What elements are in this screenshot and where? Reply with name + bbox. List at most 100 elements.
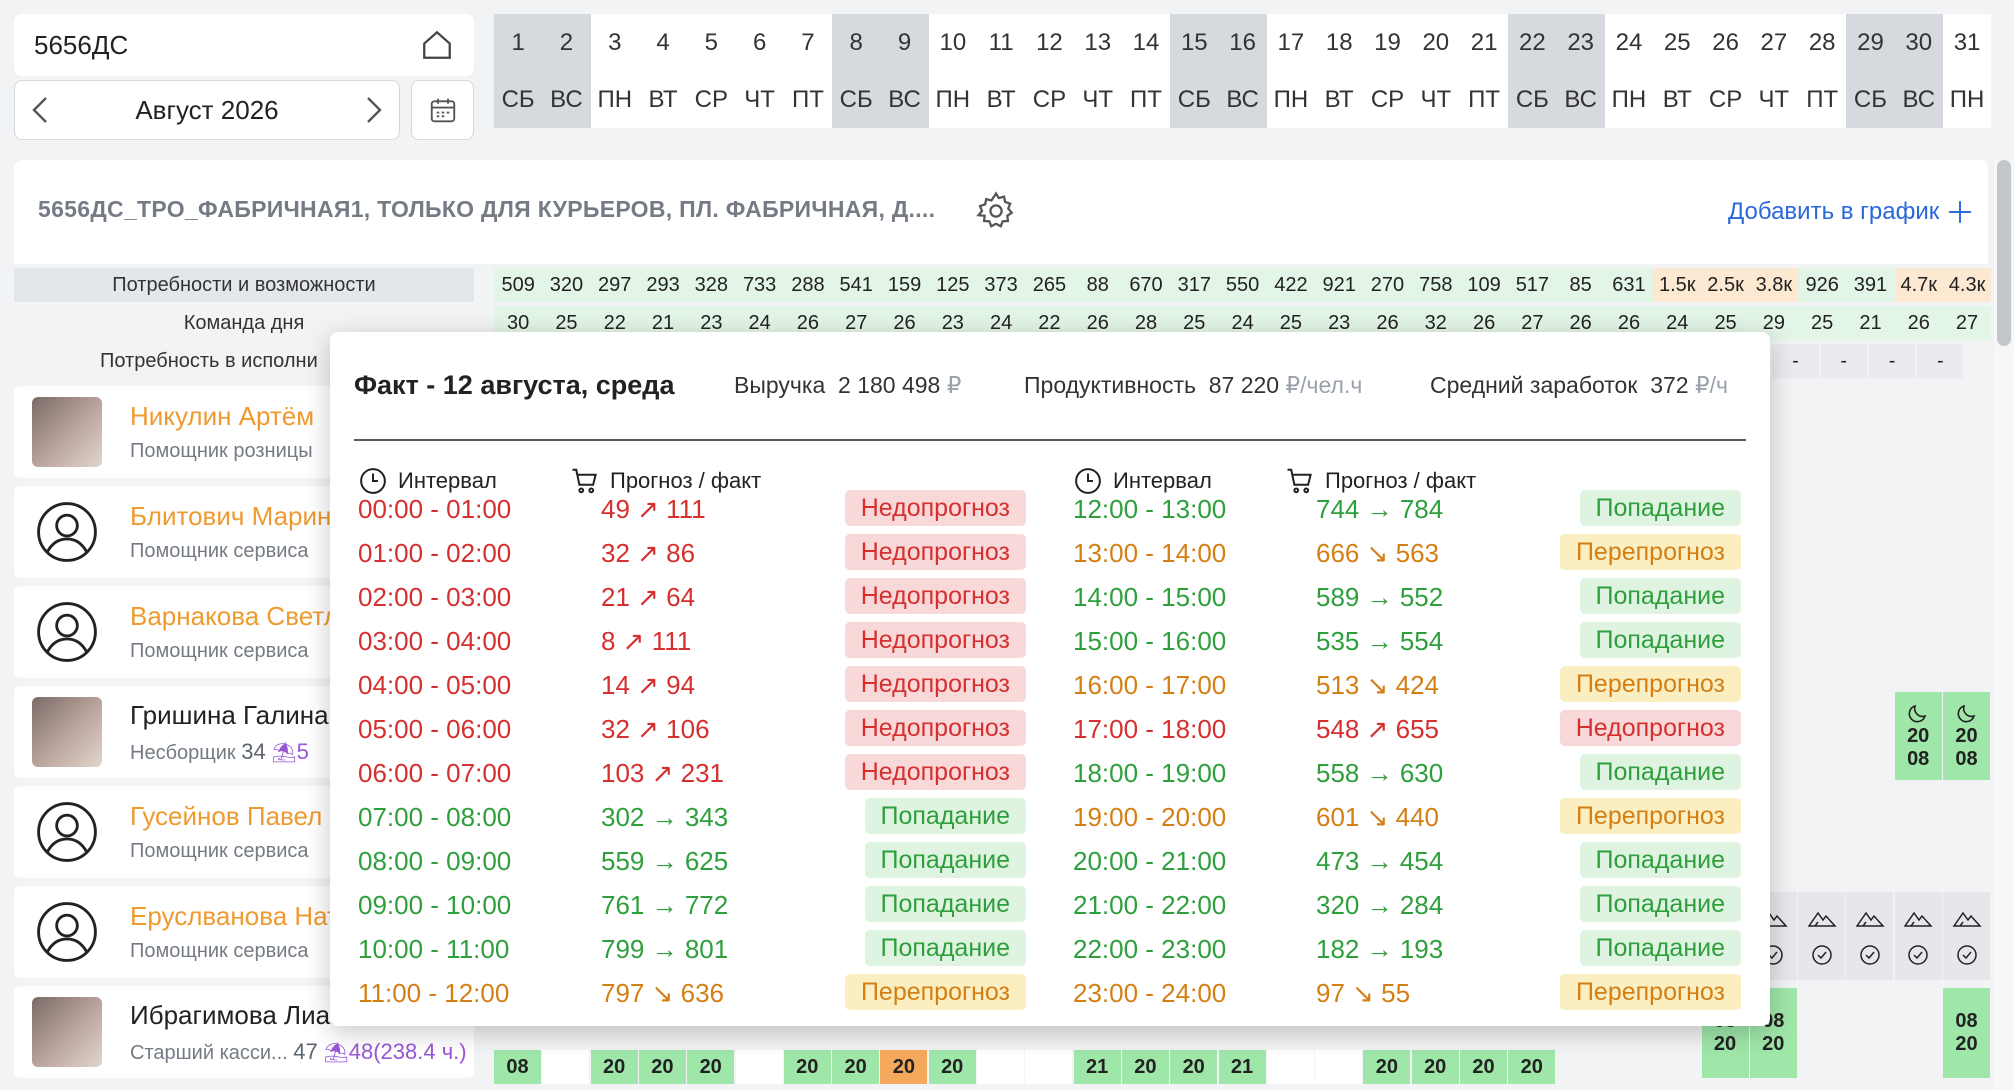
day-column-header[interactable]: 8 СБ xyxy=(832,14,881,128)
day-column-header[interactable]: 10 ПН xyxy=(928,14,977,128)
shift-cell[interactable] xyxy=(977,1050,1024,1084)
scrollbar-track[interactable] xyxy=(1994,160,2014,1090)
day-column-header[interactable]: 9 ВС xyxy=(880,14,929,128)
day-column-header[interactable]: 3 ПН xyxy=(590,14,639,128)
left-forecast-header: Прогноз / факт xyxy=(570,466,761,496)
scrollbar-thumb[interactable] xyxy=(1997,160,2011,346)
day-column-header[interactable]: 22 СБ xyxy=(1508,14,1557,128)
shift-cell[interactable]: 20 xyxy=(638,1050,686,1084)
status-badge: Недопрогноз xyxy=(844,534,1026,570)
day-number: 8 xyxy=(849,29,863,56)
day-weekday: ВТ xyxy=(648,86,678,113)
day-weekday: ВТ xyxy=(986,86,1016,113)
vacation-cell[interactable] xyxy=(1798,892,1846,980)
interval-time: 08:00 - 09:00 xyxy=(358,846,512,876)
day-column-header[interactable]: 20 ЧТ xyxy=(1411,14,1460,128)
shift-hour: 20 xyxy=(892,1055,916,1078)
day-column-header[interactable]: 12 СР xyxy=(1025,14,1074,128)
shift-cell[interactable]: 20 xyxy=(1170,1050,1218,1084)
day-column-header[interactable]: 28 ПТ xyxy=(1798,14,1847,128)
status-badge: Попадание xyxy=(864,886,1026,922)
shift-cell[interactable] xyxy=(735,1050,783,1084)
employee-name: Еруслванова Ната xyxy=(130,901,354,931)
mountain-icon xyxy=(1807,911,1837,927)
day-column-header[interactable]: 23 ВС xyxy=(1556,14,1605,128)
executors-value: - xyxy=(1917,344,1966,378)
chevron-right-icon[interactable] xyxy=(363,95,385,125)
gear-icon[interactable] xyxy=(975,190,1017,232)
night-shift-cell[interactable]: 20 08 xyxy=(1943,692,1990,780)
shift-cell[interactable]: 08 xyxy=(494,1050,541,1084)
day-number: 17 xyxy=(1277,29,1305,56)
vacation-cell[interactable] xyxy=(1846,892,1894,980)
day-weekday: СБ xyxy=(1515,86,1549,113)
day-column-header[interactable]: 18 ВТ xyxy=(1315,14,1364,128)
day-weekday: ПН xyxy=(1273,86,1309,113)
day-column-header[interactable]: 11 ВТ xyxy=(976,14,1026,128)
calendar-button[interactable] xyxy=(411,80,474,140)
day-number: 22 xyxy=(1519,29,1546,56)
day-column-header[interactable]: 4 ВТ xyxy=(638,14,688,128)
employee-role-line: Помощник розницы xyxy=(130,440,314,463)
day-column-header[interactable]: 5 СР xyxy=(687,14,736,128)
shift-cell[interactable] xyxy=(1266,1050,1314,1084)
day-number: 7 xyxy=(801,29,815,56)
day-column-header[interactable]: 6 ЧТ xyxy=(735,14,784,128)
day-column-header[interactable]: 30 ВС xyxy=(1894,14,1943,128)
day-column-header[interactable]: 29 СБ xyxy=(1846,14,1895,128)
shift-cell[interactable]: 20 xyxy=(1411,1050,1459,1084)
shift-cell[interactable] xyxy=(542,1050,590,1084)
shift-hour: 21 xyxy=(1085,1055,1109,1078)
day-column-header[interactable]: 14 ПТ xyxy=(1121,14,1171,128)
shift-cell[interactable]: 20 xyxy=(783,1050,831,1084)
shift-cell[interactable]: 20 xyxy=(687,1050,735,1084)
night-shift-cell[interactable]: 20 08 xyxy=(1894,692,1942,780)
day-column-header[interactable]: 27 ЧТ xyxy=(1749,14,1799,128)
fact-popup xyxy=(330,332,1770,1026)
day-column-header[interactable]: 19 СР xyxy=(1363,14,1412,128)
needs-value: 85 xyxy=(1556,268,1605,302)
shift-cell[interactable]: 20 xyxy=(1508,1050,1556,1084)
add-to-schedule-button[interactable]: Добавить в график xyxy=(1728,198,1973,226)
shift-cell[interactable]: 20 xyxy=(590,1050,638,1084)
shift-cell[interactable]: 20 xyxy=(1121,1050,1169,1084)
day-column-header[interactable]: 26 СР xyxy=(1701,14,1750,128)
vacation-cell[interactable] xyxy=(1943,892,1990,980)
vacation-cell[interactable] xyxy=(1894,892,1942,980)
day-column-header[interactable]: 1 СБ xyxy=(494,14,543,128)
status-badge: Недопрогноз xyxy=(844,490,1026,526)
day-column-header[interactable]: 2 ВС xyxy=(542,14,591,128)
check-circle-icon xyxy=(1811,945,1832,965)
day-column-header[interactable]: 25 ВТ xyxy=(1653,14,1702,128)
shift-cell[interactable] xyxy=(1025,1050,1073,1084)
employee-role-line: Помощник сервиса xyxy=(130,540,346,563)
home-icon[interactable] xyxy=(420,28,454,62)
interval-time: 16:00 - 17:00 xyxy=(1073,670,1227,700)
day-column-header[interactable]: 16 ВС xyxy=(1218,14,1267,128)
day-column-header[interactable]: 17 ПН xyxy=(1266,14,1316,128)
shift-cell[interactable]: 20 xyxy=(1363,1050,1411,1084)
shift-cell[interactable]: 20 xyxy=(1460,1050,1507,1084)
shift-cell[interactable]: 20 xyxy=(832,1050,880,1084)
shift-cell[interactable]: 20 xyxy=(880,1050,928,1084)
day-column-header[interactable]: 7 ПТ xyxy=(783,14,833,128)
shift-cell[interactable]: 21 xyxy=(1218,1050,1266,1084)
search-field[interactable]: 5656ДС xyxy=(14,14,474,76)
team-value: 25 xyxy=(1798,306,1847,340)
interval-time: 10:00 - 11:00 xyxy=(358,934,510,964)
day-column-header[interactable]: 31 ПН xyxy=(1942,14,1992,128)
day-column-header[interactable]: 21 ПТ xyxy=(1459,14,1509,128)
chevron-left-icon[interactable] xyxy=(29,95,51,125)
shift-cell[interactable]: 21 xyxy=(1073,1050,1121,1084)
shift-cell[interactable] xyxy=(1315,1050,1363,1084)
avatar-photo xyxy=(32,397,102,467)
forecast-fact: 535 → 554 xyxy=(1316,626,1444,656)
day-number: 25 xyxy=(1663,29,1691,56)
status-badge: Перепрогноз xyxy=(1559,798,1741,834)
shift-cell[interactable]: 20 xyxy=(928,1050,976,1084)
day-column-header[interactable]: 13 ЧТ xyxy=(1073,14,1122,128)
day-column-header[interactable]: 15 СБ xyxy=(1170,14,1219,128)
days-header: 1 СБ 2 ВС 3 ПН 4 ВТ 5 СР 6 ЧТ 7 ПТ 8 СБ 9 ВС 10 ПН 11 ВТ 12 СР 1… xyxy=(494,14,1992,128)
day-column-header[interactable]: 24 ПН xyxy=(1604,14,1654,128)
